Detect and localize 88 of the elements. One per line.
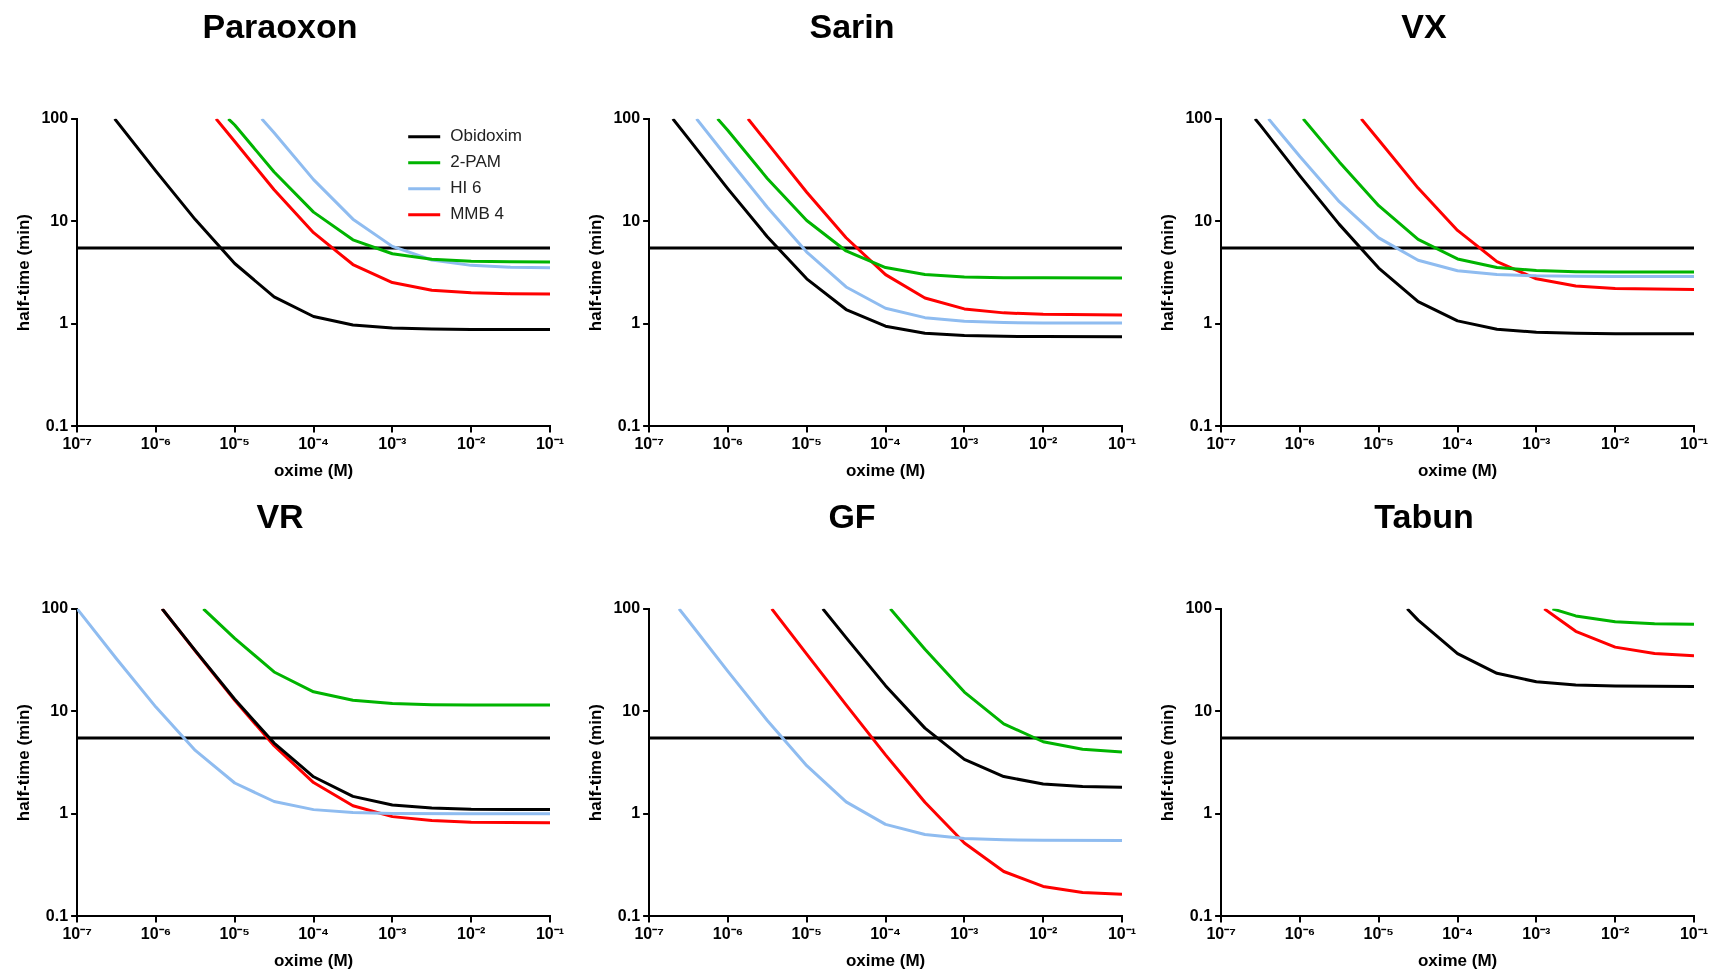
- x-tick-label: 10⁻⁷: [1206, 925, 1236, 943]
- x-tick-label: 10⁻⁷: [62, 435, 92, 453]
- x-tick-label: 10⁻⁵: [1363, 435, 1394, 453]
- x-tick-label: 10⁻¹: [1107, 435, 1137, 453]
- x-tick-label: 10⁻⁶: [712, 435, 743, 453]
- x-axis-title: oxime (M): [845, 461, 926, 481]
- x-tick-label: 10⁻³: [378, 925, 407, 943]
- y-tick-label: 10: [622, 701, 641, 719]
- y-tick-label: 10: [1194, 211, 1213, 229]
- x-tick-label: 10⁻⁴: [870, 925, 901, 943]
- y-tick-label: 100: [613, 599, 641, 617]
- x-tick-label: 10⁻⁴: [1442, 925, 1473, 943]
- x-tick-label: 10⁻⁴: [870, 435, 901, 453]
- x-axis-title: oxime (M): [1417, 951, 1498, 971]
- chart-title: Sarin: [809, 6, 895, 45]
- x-tick-label: 10⁻⁴: [298, 435, 329, 453]
- y-axis-title: half-time (min): [13, 214, 33, 332]
- x-tick-label: 10⁻⁷: [634, 435, 664, 453]
- y-tick-label: 1: [1203, 314, 1213, 332]
- y-tick-label: 1: [1203, 804, 1213, 822]
- y-tick-label: 100: [41, 109, 69, 127]
- x-tick-label: 10⁻³: [1522, 435, 1551, 453]
- y-tick-label: 100: [1185, 109, 1213, 127]
- x-tick-label: 10⁻²: [1029, 925, 1058, 943]
- x-tick-label: 10⁻⁴: [1442, 435, 1473, 453]
- y-tick-label: 0.1: [1189, 906, 1213, 924]
- x-tick-label: 10⁻⁷: [634, 925, 664, 943]
- y-tick-label: 0.1: [1189, 416, 1213, 434]
- y-axis-title: half-time (min): [585, 214, 605, 332]
- x-tick-label: 10⁻²: [1601, 435, 1630, 453]
- x-tick-label: 10⁻³: [950, 925, 979, 943]
- x-tick-label: 10⁻⁶: [140, 435, 171, 453]
- x-tick-label: 10⁻⁷: [62, 925, 92, 943]
- y-tick-label: 100: [1185, 599, 1213, 617]
- y-axis-title: half-time (min): [1157, 704, 1177, 822]
- chart-title: VR: [256, 496, 304, 535]
- y-tick-label: 10: [50, 211, 69, 229]
- y-tick-label: 0.1: [45, 416, 69, 434]
- x-tick-label: 10⁻⁵: [791, 435, 822, 453]
- x-tick-label: 10⁻³: [1522, 925, 1551, 943]
- x-tick-label: 10⁻³: [950, 435, 979, 453]
- chart-title: VX: [1401, 6, 1447, 45]
- y-tick-label: 10: [1194, 701, 1213, 719]
- legend-label: Obidoxim: [450, 126, 523, 146]
- x-tick-label: 10⁻⁶: [1284, 925, 1315, 943]
- x-axis-title: oxime (M): [1417, 461, 1498, 481]
- y-tick-label: 10: [50, 701, 69, 719]
- x-tick-label: 10⁻²: [1029, 435, 1058, 453]
- x-tick-label: 10⁻⁴: [298, 925, 329, 943]
- x-tick-label: 10⁻⁵: [219, 925, 250, 943]
- x-tick-label: 10⁻¹: [1679, 435, 1709, 453]
- x-tick-label: 10⁻¹: [535, 925, 565, 943]
- x-tick-label: 10⁻⁵: [791, 925, 822, 943]
- y-tick-label: 1: [631, 314, 641, 332]
- x-tick-label: 10⁻²: [457, 435, 486, 453]
- x-tick-label: 10⁻⁶: [712, 925, 743, 943]
- y-axis-title: half-time (min): [585, 704, 605, 822]
- x-tick-label: 10⁻⁶: [1284, 435, 1315, 453]
- chart-title: Tabun: [1374, 496, 1474, 535]
- x-tick-label: 10⁻³: [378, 435, 407, 453]
- y-tick-label: 1: [631, 804, 641, 822]
- x-axis-title: oxime (M): [273, 461, 354, 481]
- x-tick-label: 10⁻²: [1601, 925, 1630, 943]
- y-tick-label: 0.1: [617, 906, 641, 924]
- x-axis-title: oxime (M): [273, 951, 354, 971]
- y-tick-label: 0.1: [45, 906, 69, 924]
- x-tick-label: 10⁻¹: [1107, 925, 1137, 943]
- y-tick-label: 100: [613, 109, 641, 127]
- x-axis-title: oxime (M): [845, 951, 926, 971]
- x-tick-label: 10⁻⁵: [219, 435, 250, 453]
- x-tick-label: 10⁻⁷: [1206, 435, 1236, 453]
- y-tick-label: 100: [41, 599, 69, 617]
- chart-title: Paraoxon: [202, 6, 358, 45]
- y-tick-label: 1: [59, 314, 69, 332]
- y-tick-label: 10: [622, 211, 641, 229]
- x-tick-label: 10⁻¹: [535, 435, 565, 453]
- x-tick-label: 10⁻²: [457, 925, 486, 943]
- y-axis-title: half-time (min): [1157, 214, 1177, 332]
- x-tick-label: 10⁻⁵: [1363, 925, 1394, 943]
- y-tick-label: 0.1: [617, 416, 641, 434]
- legend-label: 2-PAM: [450, 152, 501, 172]
- x-tick-label: 10⁻¹: [1679, 925, 1709, 943]
- x-tick-label: 10⁻⁶: [140, 925, 171, 943]
- y-axis-title: half-time (min): [13, 704, 33, 822]
- legend-label: MMB 4: [450, 204, 505, 224]
- chart-title: GF: [828, 496, 876, 535]
- legend-label: HI 6: [450, 178, 482, 198]
- y-tick-label: 1: [59, 804, 69, 822]
